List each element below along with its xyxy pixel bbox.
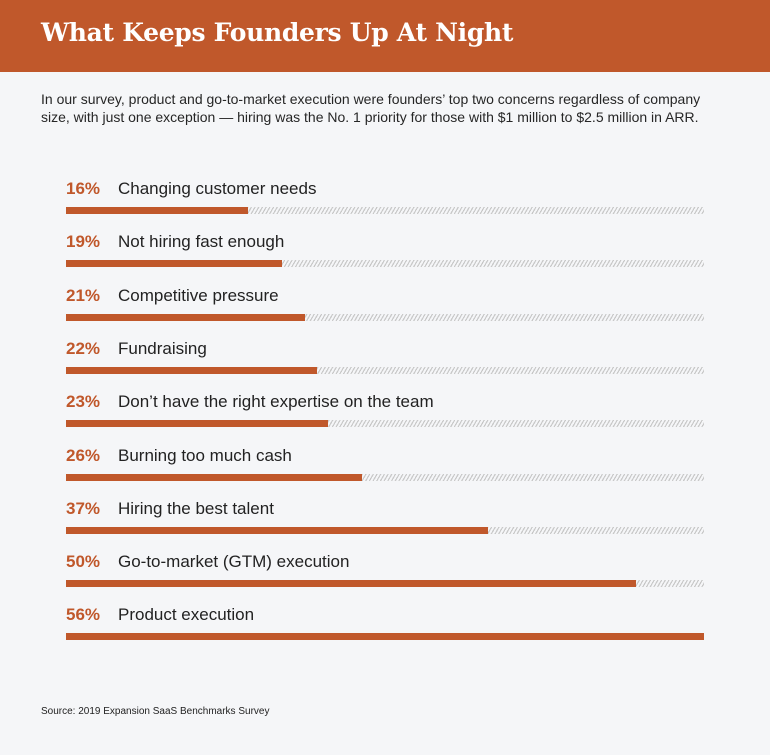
header-banner: What Keeps Founders Up At Night [0,0,770,72]
bar-track [66,207,704,214]
bar-label: 50% Go-to-market (GTM) execution [66,552,349,572]
bar-label: 26% Burning too much cash [66,446,292,466]
bar [66,260,283,268]
bar-row: 37% Hiring the best talent [66,499,704,539]
bar-category-label: Changing customer needs [118,179,317,198]
bar-category-label: Product execution [118,605,255,625]
bar-track [66,633,704,641]
bar-category-label: Fundraising [118,338,207,358]
bar-row: 19% Not hiring fast enough [66,232,704,272]
bar-category-label: Competitive pressure [118,285,279,305]
bar-track [66,260,704,268]
bar-row: 16% Changing customer needs [66,179,704,219]
bar-value-label: 37% [66,498,101,518]
bar-row: 22% Fundraising [66,339,704,379]
bar [66,580,636,588]
bar-row: 26% Burning too much cash [66,446,704,486]
bar-value-label: 16% [66,179,101,198]
bar-track [66,366,704,374]
bar-category-label: Burning too much cash [118,445,292,465]
bar [66,207,249,214]
bar-label: 37% Hiring the best talent [66,499,274,519]
bar-row: 23% Don’t have the right expertise on the… [66,392,704,432]
bar-track [66,420,704,428]
bar-value-label: 22% [66,338,101,358]
bar [66,366,317,374]
intro-text: In our survey, product and go-to-market … [41,91,701,125]
page-title: What Keeps Founders Up At Night [41,18,514,47]
bar-track [66,313,704,321]
bar-track [66,526,704,534]
bar [66,420,329,428]
bar [66,633,704,641]
bar-label: 56% Product execution [66,605,254,625]
bar-category-label: Go-to-market (GTM) execution [118,552,350,572]
bar-track [66,473,704,481]
bar-value-label: 26% [66,445,101,465]
bar-label: 22% Fundraising [66,339,207,359]
bar-row: 21% Competitive pressure [66,286,704,326]
bar-label: 16% Changing customer needs [66,179,316,199]
bar-label: 19% Not hiring fast enough [66,232,284,252]
bar [66,313,306,321]
bar-category-label: Not hiring fast enough [118,232,285,252]
bar-value-label: 50% [66,552,101,572]
bar-label: 23% Don’t have the right expertise on the… [66,392,434,412]
bar-value-label: 23% [66,392,101,412]
bar-category-label: Don’t have the right expertise on the te… [118,392,434,412]
bar-track [66,580,704,588]
bar-category-label: Hiring the best talent [118,498,274,518]
bar [66,526,488,534]
bar-value-label: 21% [66,285,101,305]
bar-value-label: 56% [66,605,101,625]
bar-label: 21% Competitive pressure [66,286,279,306]
bar-row: 50% Go-to-market (GTM) execution [66,552,704,592]
source-note: Source: 2019 Expansion SaaS Benchmarks S… [41,706,270,717]
bar-row: 56% Product execution [66,605,704,645]
bar [66,473,363,481]
bar-value-label: 19% [66,232,101,252]
